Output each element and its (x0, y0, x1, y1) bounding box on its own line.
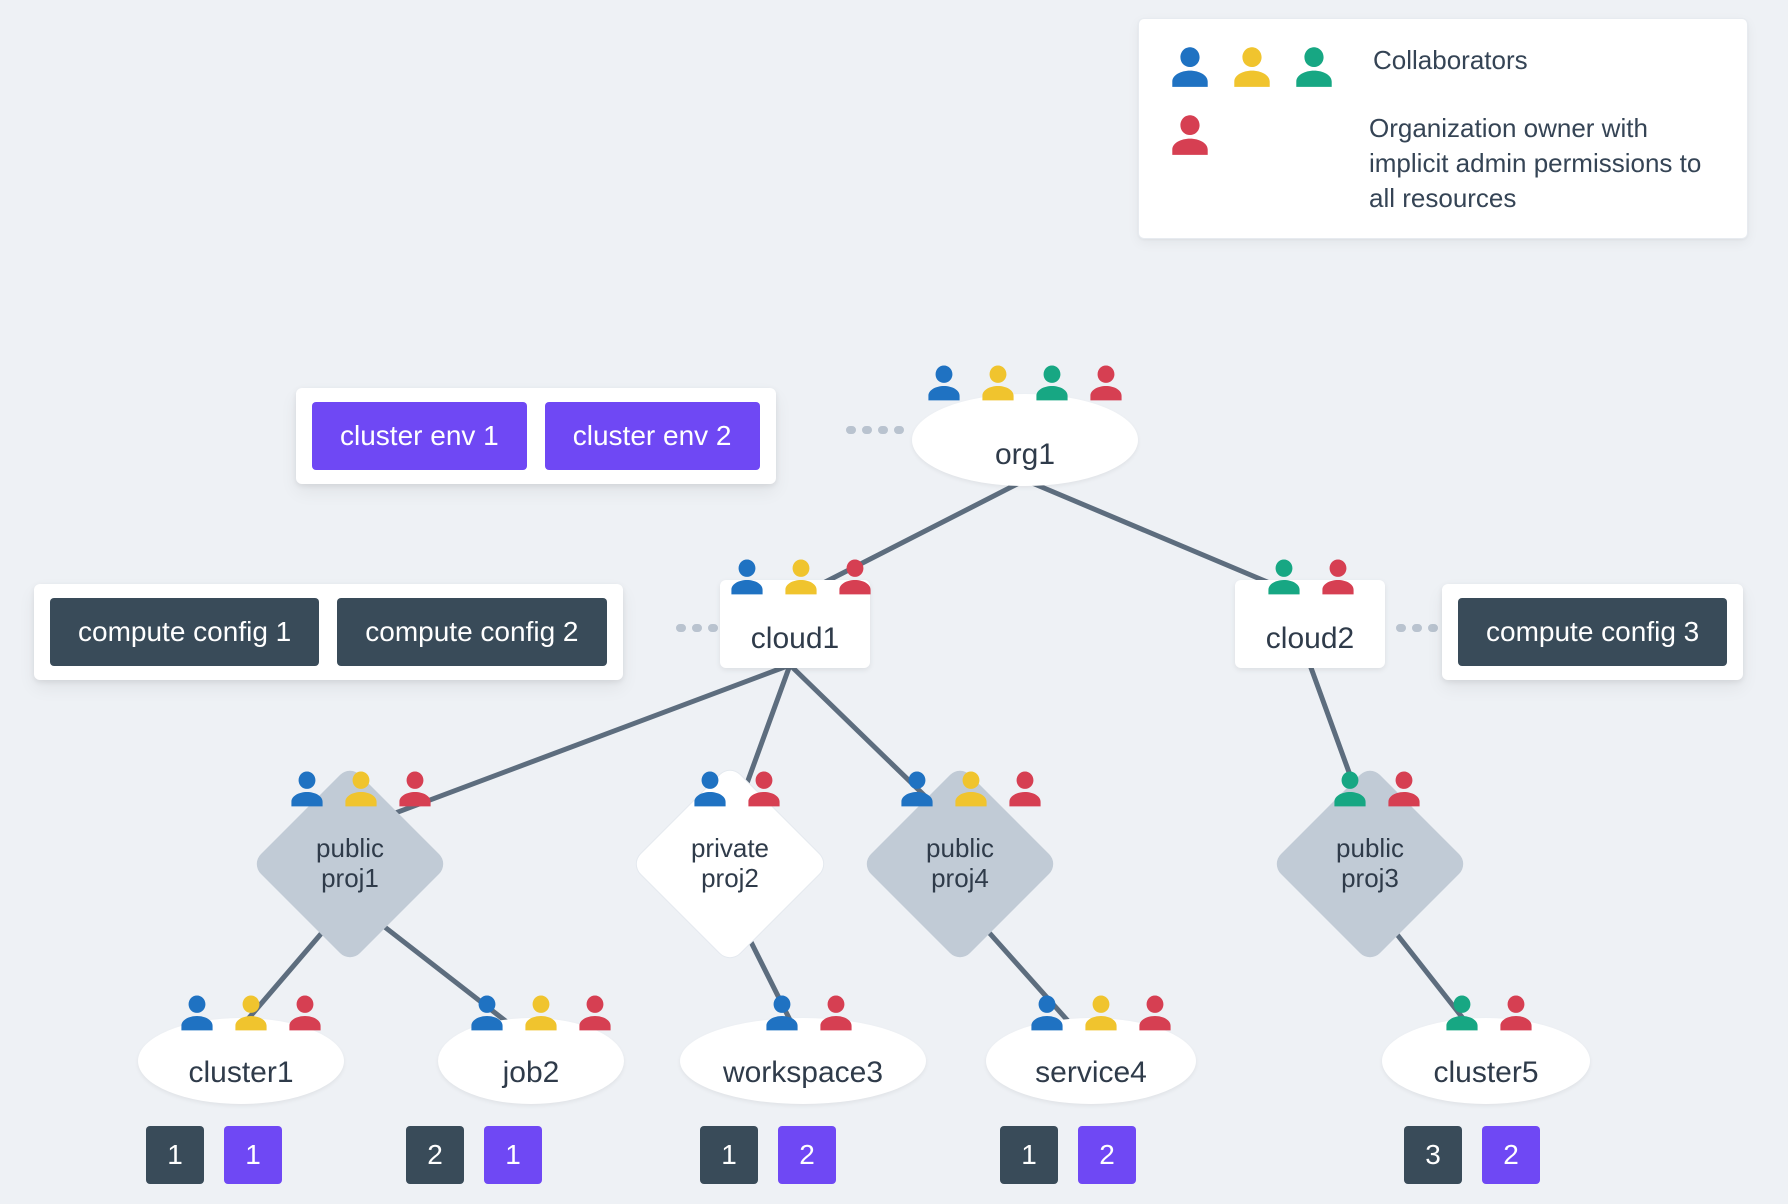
cloud2-label: cloud2 (1266, 622, 1354, 656)
compute-config-left-card: compute config 1 compute config 2 (34, 584, 623, 680)
proj1-people (285, 766, 437, 810)
legend-row-1: Collaborators (1165, 41, 1721, 91)
person-icon (760, 990, 804, 1034)
cluster1-purple-chip: 1 (224, 1126, 282, 1184)
legend: Collaborators Organization owner with im… (1138, 18, 1748, 239)
workspace3-label: workspace3 (723, 1056, 883, 1090)
person-icon (814, 990, 858, 1034)
proj3-label: public proj3 (1300, 794, 1440, 934)
legend-label-collaborators: Collaborators (1373, 41, 1528, 78)
proj4-label: public proj4 (890, 794, 1030, 934)
person-icon (1328, 766, 1372, 810)
person-icon (1262, 554, 1306, 598)
person-icon (688, 766, 732, 810)
person-icon (976, 360, 1020, 404)
legend-row-2: Organization owner with implicit admin p… (1165, 109, 1721, 216)
workspace3-people (760, 990, 858, 1034)
person-icon (573, 990, 617, 1034)
person-icon (1165, 109, 1215, 159)
cloud2-people (1262, 554, 1360, 598)
person-icon (949, 766, 993, 810)
service4-label: service4 (1035, 1056, 1147, 1090)
job2-purple-chip: 1 (484, 1126, 542, 1184)
compute-config-2-pill: compute config 2 (337, 598, 606, 666)
cluster1-label: cluster1 (188, 1056, 293, 1090)
person-icon (779, 554, 823, 598)
person-icon (895, 766, 939, 810)
proj3-node: public proj3 (1300, 794, 1440, 934)
proj1-node: public proj1 (280, 794, 420, 934)
compute-config-right-card: compute config 3 (1442, 584, 1743, 680)
person-icon (1382, 766, 1426, 810)
proj4-node: public proj4 (890, 794, 1030, 934)
person-icon (1289, 41, 1339, 91)
org1-people (922, 360, 1128, 404)
person-icon (1494, 990, 1538, 1034)
person-icon (175, 990, 219, 1034)
person-icon (1133, 990, 1177, 1034)
proj2-people (688, 766, 786, 810)
workspace3-purple-chip: 2 (778, 1126, 836, 1184)
cluster-env-2-pill: cluster env 2 (545, 402, 760, 470)
legend-icons-owner (1165, 109, 1335, 159)
person-icon (833, 554, 877, 598)
person-icon (1084, 360, 1128, 404)
service4-slate-chip: 1 (1000, 1126, 1058, 1184)
person-icon (742, 766, 786, 810)
legend-label-owner: Organization owner with implicit admin p… (1369, 109, 1721, 216)
person-icon (1003, 766, 1047, 810)
person-icon (339, 766, 383, 810)
person-icon (1227, 41, 1277, 91)
job2-label: job2 (503, 1056, 560, 1090)
proj2-node: private proj2 (660, 794, 800, 934)
cluster1-slate-chip: 1 (146, 1126, 204, 1184)
cluster-env-1-pill: cluster env 1 (312, 402, 527, 470)
cluster-env-card: cluster env 1 cluster env 2 (296, 388, 776, 484)
person-icon (1316, 554, 1360, 598)
person-icon (1165, 41, 1215, 91)
person-icon (1079, 990, 1123, 1034)
person-icon (1025, 990, 1069, 1034)
org1-node: org1 (912, 394, 1138, 486)
job2-slate-chip: 2 (406, 1126, 464, 1184)
cluster5-purple-chip: 2 (1482, 1126, 1540, 1184)
cloud1-label: cloud1 (751, 622, 839, 656)
person-icon (393, 766, 437, 810)
workspace3-slate-chip: 1 (700, 1126, 758, 1184)
person-icon (1440, 990, 1484, 1034)
compute-config-1-pill: compute config 1 (50, 598, 319, 666)
proj4-people (895, 766, 1047, 810)
person-icon (519, 990, 563, 1034)
person-icon (229, 990, 273, 1034)
service4-purple-chip: 2 (1078, 1126, 1136, 1184)
org1-label: org1 (995, 438, 1055, 472)
person-icon (285, 766, 329, 810)
service4-people (1025, 990, 1177, 1034)
person-icon (283, 990, 327, 1034)
person-icon (725, 554, 769, 598)
proj1-label: public proj1 (280, 794, 420, 934)
cloud1-people (725, 554, 877, 598)
person-icon (922, 360, 966, 404)
person-icon (465, 990, 509, 1034)
compute-config-3-pill: compute config 3 (1458, 598, 1727, 666)
cluster1-people (175, 990, 327, 1034)
proj3-people (1328, 766, 1426, 810)
cluster5-slate-chip: 3 (1404, 1126, 1462, 1184)
proj2-label: private proj2 (660, 794, 800, 934)
person-icon (1030, 360, 1074, 404)
cluster5-people (1440, 990, 1538, 1034)
legend-icons-collaborators (1165, 41, 1339, 91)
job2-people (465, 990, 617, 1034)
cluster5-label: cluster5 (1433, 1056, 1538, 1090)
diagram-stage: Collaborators Organization owner with im… (0, 0, 1788, 1204)
